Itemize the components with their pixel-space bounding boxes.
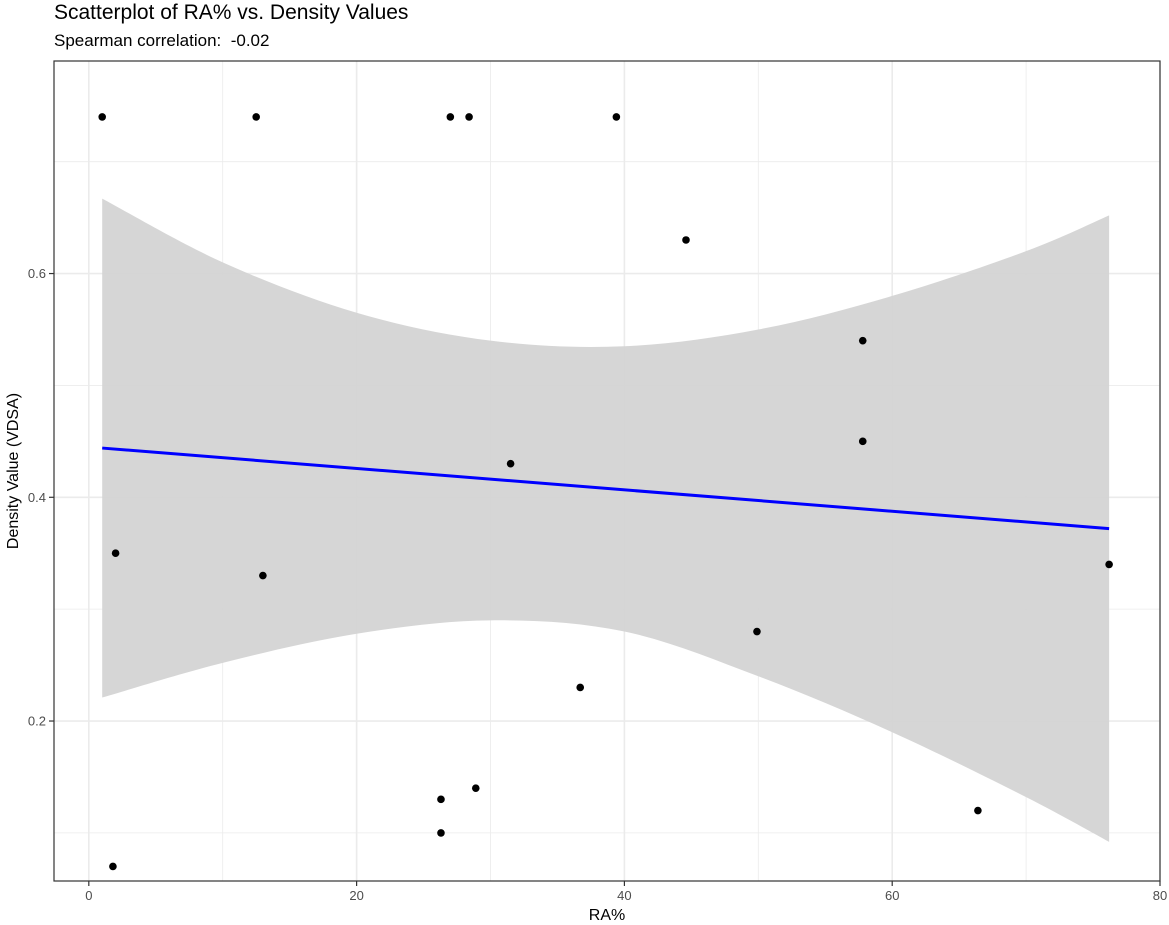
data-point <box>109 862 117 871</box>
data-point <box>98 113 107 121</box>
confidence-band-group <box>102 198 1110 842</box>
x-tick-label: 0 <box>85 888 92 903</box>
data-point <box>1105 560 1113 569</box>
data-point <box>437 829 445 837</box>
y-axis-title: Density Value (VDSA) <box>5 393 22 549</box>
chart-subtitle: Spearman correlation: -0.02 <box>54 31 270 50</box>
data-point <box>252 113 260 121</box>
y-tick-label: 0.4 <box>28 490 46 505</box>
data-point <box>437 795 445 804</box>
data-points <box>98 113 1113 871</box>
data-point <box>259 571 267 580</box>
regression-line <box>102 446 1110 531</box>
x-tick-label: 60 <box>885 888 899 903</box>
panel-border <box>53 60 1161 882</box>
data-point <box>465 113 473 121</box>
data-point <box>753 627 761 636</box>
data-point <box>612 113 621 121</box>
x-axis-title: RA% <box>589 907 625 924</box>
data-point <box>682 236 690 244</box>
chart-title: Scatterplot of RA% vs. Density Values <box>54 1 409 24</box>
x-tick-label: 40 <box>617 888 631 903</box>
x-tick-label: 20 <box>349 888 363 903</box>
y-tick-label: 0.2 <box>28 714 46 729</box>
data-point <box>576 683 585 692</box>
data-point <box>858 336 867 345</box>
trend-line-group <box>102 446 1110 531</box>
data-point <box>506 459 515 468</box>
data-point <box>974 806 982 815</box>
data-point <box>471 784 480 792</box>
x-tick-label: 80 <box>1153 888 1167 903</box>
data-point <box>858 437 867 446</box>
y-tick-label: 0.6 <box>28 266 46 281</box>
confidence-band <box>102 198 1110 842</box>
axis-ticks: 0 20 40 60 80 0.2 0.4 0.6 <box>28 266 1167 903</box>
data-point <box>111 549 120 558</box>
data-point <box>446 113 455 121</box>
